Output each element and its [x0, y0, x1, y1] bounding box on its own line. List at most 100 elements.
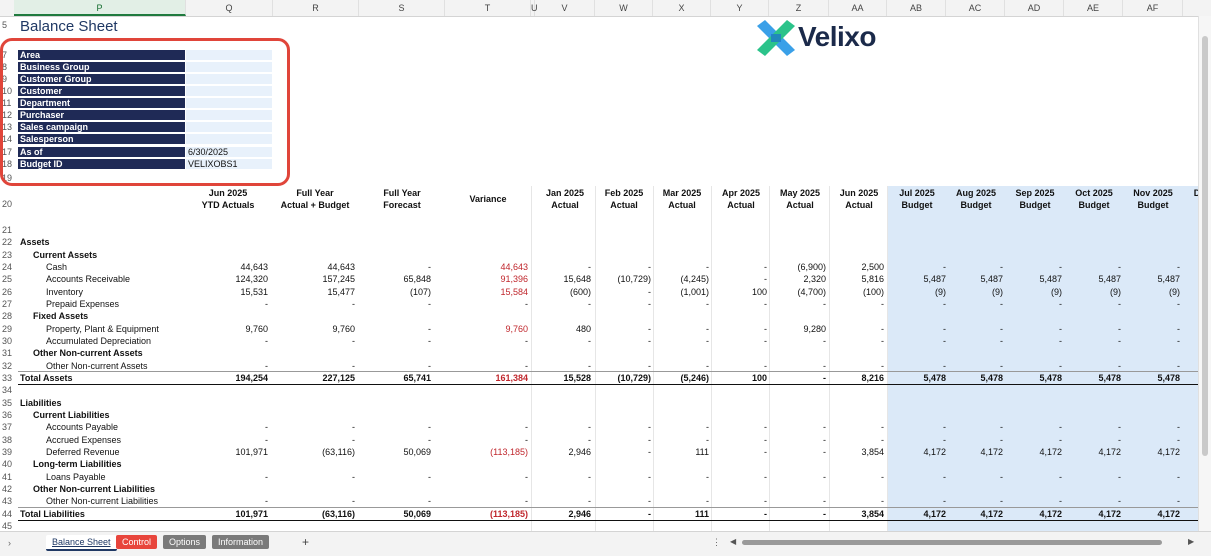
- value-cell[interactable]: -: [1000, 472, 1003, 482]
- value-cell[interactable]: -: [525, 422, 528, 432]
- value-cell[interactable]: -: [428, 336, 431, 346]
- value-cell[interactable]: -: [588, 435, 591, 445]
- value-cell[interactable]: -: [823, 336, 826, 346]
- value-cell[interactable]: -: [764, 324, 767, 334]
- value-cell[interactable]: 227,125: [322, 373, 355, 383]
- value-cell[interactable]: 480: [575, 324, 591, 334]
- value-cell[interactable]: -: [265, 435, 268, 445]
- column-header-q[interactable]: Q: [186, 0, 273, 16]
- value-cell[interactable]: -: [1059, 336, 1062, 346]
- value-cell[interactable]: -: [352, 361, 355, 371]
- value-cell[interactable]: -: [265, 496, 268, 506]
- value-cell[interactable]: -: [1000, 422, 1003, 432]
- value-cell[interactable]: (9): [1051, 287, 1062, 297]
- value-cell[interactable]: 5,816: [861, 274, 884, 284]
- value-cell[interactable]: (9): [935, 287, 946, 297]
- value-cell[interactable]: -: [525, 361, 528, 371]
- value-cell[interactable]: -: [648, 496, 651, 506]
- column-header-p[interactable]: P: [14, 0, 186, 16]
- value-cell[interactable]: -: [525, 496, 528, 506]
- value-cell[interactable]: (113,185): [490, 447, 528, 457]
- value-cell[interactable]: 194,254: [235, 373, 268, 383]
- value-cell[interactable]: -: [1118, 435, 1121, 445]
- more-options-icon[interactable]: ⋮: [712, 537, 721, 547]
- value-cell[interactable]: -: [1059, 472, 1062, 482]
- value-cell[interactable]: -: [706, 472, 709, 482]
- value-cell[interactable]: -: [1177, 496, 1180, 506]
- value-cell[interactable]: (63,116): [322, 447, 355, 457]
- value-cell[interactable]: -: [1059, 361, 1062, 371]
- value-cell[interactable]: -: [428, 262, 431, 272]
- value-cell[interactable]: -: [1177, 262, 1180, 272]
- value-cell[interactable]: -: [648, 262, 651, 272]
- value-cell[interactable]: -: [588, 336, 591, 346]
- value-cell[interactable]: -: [1177, 472, 1180, 482]
- value-cell[interactable]: -: [265, 336, 268, 346]
- value-cell[interactable]: 5,487: [1157, 274, 1180, 284]
- value-cell[interactable]: -: [706, 422, 709, 432]
- value-cell[interactable]: 15,477: [327, 287, 355, 297]
- value-cell[interactable]: 5,478: [1039, 373, 1062, 383]
- value-cell[interactable]: -: [648, 299, 651, 309]
- column-header-ab[interactable]: AB: [887, 0, 946, 16]
- value-cell[interactable]: -: [428, 496, 431, 506]
- value-cell[interactable]: -: [1118, 496, 1121, 506]
- value-cell[interactable]: 4,172: [1039, 509, 1062, 519]
- value-cell[interactable]: 9,760: [332, 324, 355, 334]
- value-cell[interactable]: -: [1059, 496, 1062, 506]
- value-cell[interactable]: -: [881, 422, 884, 432]
- value-cell[interactable]: -: [764, 262, 767, 272]
- value-cell[interactable]: -: [428, 435, 431, 445]
- value-cell[interactable]: -: [706, 299, 709, 309]
- column-header-ad[interactable]: AD: [1005, 0, 1064, 16]
- value-cell[interactable]: -: [823, 422, 826, 432]
- value-cell[interactable]: -: [943, 336, 946, 346]
- value-cell[interactable]: 15,648: [563, 274, 591, 284]
- value-cell[interactable]: -: [943, 262, 946, 272]
- value-cell[interactable]: -: [525, 336, 528, 346]
- value-cell[interactable]: -: [943, 299, 946, 309]
- value-cell[interactable]: -: [764, 472, 767, 482]
- value-cell[interactable]: -: [881, 336, 884, 346]
- value-cell[interactable]: -: [265, 422, 268, 432]
- filter-value-cell[interactable]: [186, 110, 272, 121]
- value-cell[interactable]: 100: [751, 373, 767, 383]
- filter-value-cell[interactable]: [186, 62, 272, 73]
- value-cell[interactable]: (107): [409, 287, 431, 297]
- value-cell[interactable]: -: [588, 361, 591, 371]
- filter-value-cell[interactable]: [186, 74, 272, 85]
- value-cell[interactable]: 15,584: [500, 287, 528, 297]
- filter-value-cell[interactable]: [186, 86, 272, 97]
- value-cell[interactable]: -: [265, 361, 268, 371]
- value-cell[interactable]: -: [352, 472, 355, 482]
- filter-value-cell[interactable]: [186, 122, 272, 133]
- column-header-s[interactable]: S: [359, 0, 445, 16]
- value-cell[interactable]: -: [943, 496, 946, 506]
- value-cell[interactable]: -: [881, 361, 884, 371]
- value-cell[interactable]: -: [428, 422, 431, 432]
- value-cell[interactable]: 91,396: [500, 274, 528, 284]
- value-cell[interactable]: 111: [694, 509, 709, 519]
- value-cell[interactable]: 5,478: [923, 373, 946, 383]
- sheet-tab-information[interactable]: Information: [212, 535, 270, 549]
- sheet-tab-balance-sheet[interactable]: Balance Sheet: [46, 535, 117, 551]
- value-cell[interactable]: -: [1118, 299, 1121, 309]
- value-cell[interactable]: -: [648, 324, 651, 334]
- value-cell[interactable]: (9): [1110, 287, 1121, 297]
- sheet-tab-options[interactable]: Options: [163, 535, 207, 549]
- value-cell[interactable]: -: [1118, 472, 1121, 482]
- value-cell[interactable]: -: [1000, 361, 1003, 371]
- value-cell[interactable]: -: [1059, 262, 1062, 272]
- value-cell[interactable]: 4,172: [1157, 447, 1180, 457]
- value-cell[interactable]: -: [1059, 324, 1062, 334]
- value-cell[interactable]: 44,643: [500, 262, 528, 272]
- filter-value-cell[interactable]: [186, 134, 272, 145]
- filter-value-cell[interactable]: [186, 50, 272, 61]
- value-cell[interactable]: (1,001): [680, 287, 709, 297]
- sheet-tab-control[interactable]: Control: [116, 535, 158, 549]
- value-cell[interactable]: -: [1000, 324, 1003, 334]
- column-header-ae[interactable]: AE: [1064, 0, 1123, 16]
- value-cell[interactable]: 101,971: [235, 509, 268, 519]
- value-cell[interactable]: -: [648, 509, 651, 519]
- value-cell[interactable]: 5,487: [1039, 274, 1062, 284]
